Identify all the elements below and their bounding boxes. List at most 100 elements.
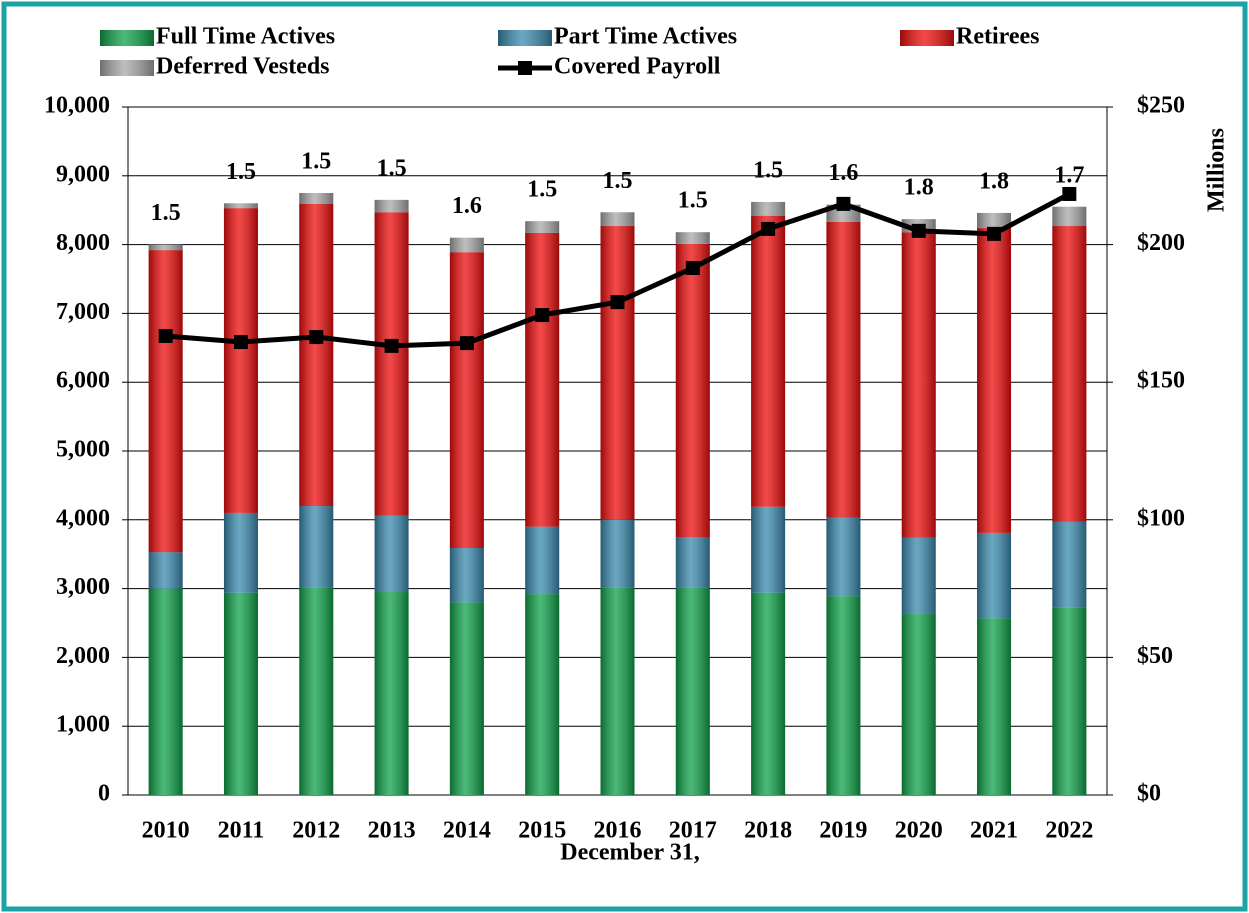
bar-shine [826, 221, 861, 518]
line-marker [535, 308, 550, 323]
bar-shine [223, 208, 258, 513]
x-tick-label: 2020 [895, 818, 943, 844]
bar-shine [751, 215, 786, 507]
y2-tick-label: $200 [1137, 230, 1185, 256]
y2-tick-label: $0 [1137, 781, 1161, 807]
legend-label: Full Time Actives [156, 24, 335, 50]
y2-tick-label: $150 [1137, 368, 1185, 394]
bar-shine [675, 232, 710, 244]
bar-shine [525, 232, 560, 527]
legend-shine [900, 30, 954, 46]
x-tick-label: 2022 [1045, 818, 1093, 844]
bar-shine [299, 587, 334, 795]
y-tick-label: 7,000 [56, 299, 110, 325]
bar-shine [449, 252, 484, 549]
y2-tick-label: $50 [1137, 643, 1173, 669]
legend-shine [498, 30, 552, 46]
bar-shine [600, 226, 635, 520]
y-tick-label: 3,000 [56, 574, 110, 600]
bar-shine [525, 526, 560, 595]
y-tick-label: 10,000 [44, 93, 110, 119]
bar-shine [374, 592, 409, 795]
bar-shine [675, 537, 710, 588]
legend-label: Covered Payroll [554, 54, 721, 80]
x-tick-label: 2017 [669, 818, 717, 844]
line-marker [836, 196, 851, 211]
annotation: 1.5 [151, 200, 181, 226]
legend-shine [100, 60, 154, 76]
x-tick-label: 2016 [594, 818, 642, 844]
line-marker [610, 295, 625, 310]
line-marker [309, 330, 324, 345]
bar-shine [223, 512, 258, 593]
y-tick-label: 2,000 [56, 643, 110, 669]
x-tick-label: 2019 [819, 818, 867, 844]
x-tick-label: 2011 [218, 818, 265, 844]
bar-shine [148, 588, 183, 795]
bar-shine [299, 506, 334, 588]
bar-shine [751, 592, 786, 795]
bar-shine [901, 232, 936, 538]
y-tick-label: 5,000 [56, 437, 110, 463]
legend-shine [100, 30, 154, 46]
x-axis-label: December 31, [560, 840, 700, 866]
line-marker [459, 336, 474, 351]
line-marker [384, 338, 399, 353]
bar-shine [299, 193, 334, 205]
bar-shine [675, 587, 710, 795]
annotation: 1.7 [1054, 162, 1084, 188]
bar-shine [1052, 206, 1087, 227]
bar-shine [751, 201, 786, 216]
bar-shine [525, 221, 560, 233]
y2-tick-label: $250 [1137, 93, 1185, 119]
bar-shine [751, 506, 786, 593]
bar-shine [223, 592, 258, 795]
bar-shine [223, 203, 258, 209]
bar-shine [449, 602, 484, 795]
annotation: 1.8 [904, 175, 934, 201]
bar-shine [826, 596, 861, 795]
bar-shine [1052, 226, 1087, 522]
annotation: 1.5 [753, 157, 783, 183]
annotation: 1.5 [603, 168, 633, 194]
bar-shine [1052, 521, 1087, 608]
y2-tick-label: $100 [1137, 505, 1185, 531]
line-marker [1062, 186, 1077, 201]
bar-shine [148, 552, 183, 589]
bar-shine [977, 212, 1012, 229]
y-tick-label: 0 [98, 781, 110, 807]
bar-shine [449, 237, 484, 253]
y-tick-label: 6,000 [56, 368, 110, 394]
annotation: 1.8 [979, 168, 1009, 194]
y-tick-label: 9,000 [56, 161, 110, 187]
x-tick-label: 2012 [292, 818, 340, 844]
bar-shine [901, 537, 936, 615]
bar-shine [600, 587, 635, 795]
line-marker [761, 221, 776, 236]
y-tick-label: 8,000 [56, 230, 110, 256]
bar-shine [525, 594, 560, 795]
bar-shine [675, 243, 710, 538]
x-tick-label: 2018 [744, 818, 792, 844]
bar-shine [299, 204, 334, 507]
bar-shine [977, 532, 1012, 619]
bar-shine [1052, 607, 1087, 795]
bar-shine [148, 250, 183, 553]
annotation: 1.5 [678, 188, 708, 214]
annotation: 1.6 [828, 160, 858, 186]
bar-shine [826, 517, 861, 597]
bar-shine [148, 244, 183, 251]
x-tick-label: 2010 [142, 818, 190, 844]
line-marker [685, 260, 700, 275]
line-marker [987, 226, 1002, 241]
legend-label: Part Time Actives [554, 24, 737, 50]
annotation: 1.5 [527, 177, 557, 203]
annotation: 1.5 [301, 149, 331, 175]
y2-axis-label: Millions [1204, 128, 1230, 212]
y-tick-label: 4,000 [56, 505, 110, 531]
legend-marker [518, 61, 532, 75]
bar-shine [600, 519, 635, 588]
annotation: 1.5 [377, 155, 407, 181]
